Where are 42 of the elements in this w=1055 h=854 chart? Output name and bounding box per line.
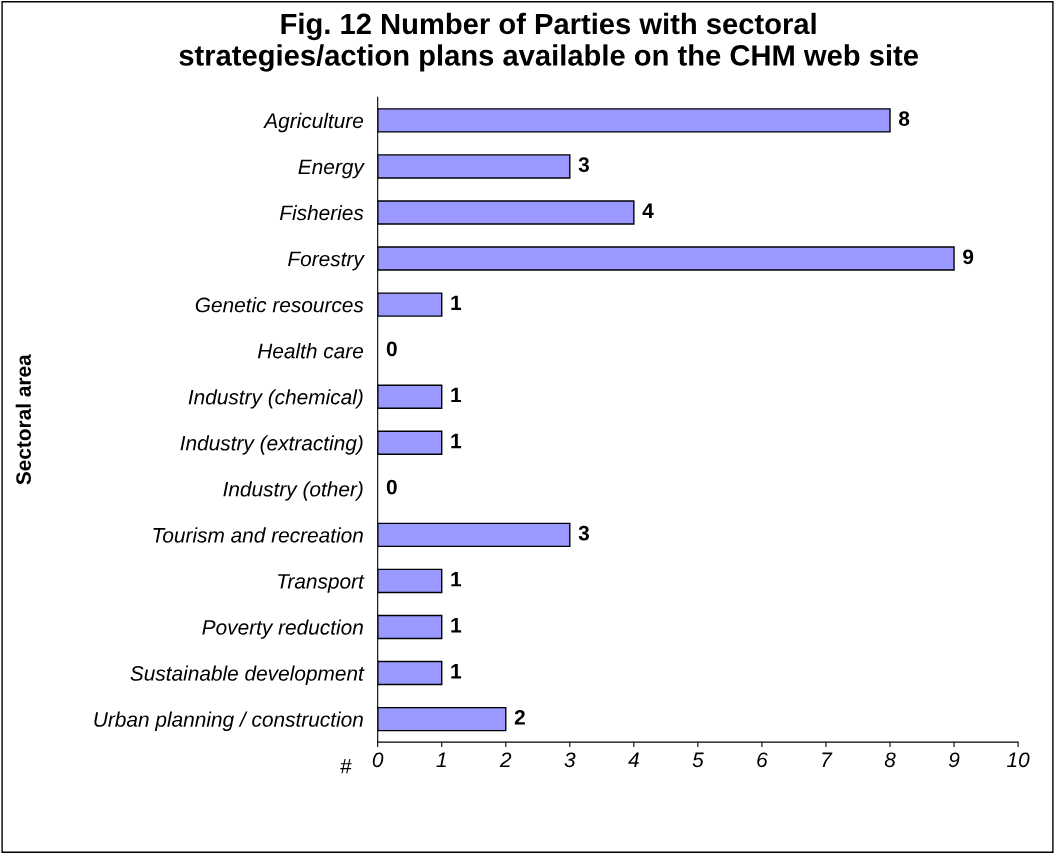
data-label: 1 <box>451 433 462 449</box>
y-tick-label: Fisheries <box>279 204 364 221</box>
data-label: 8 <box>898 111 910 126</box>
y-tick-label: Transport <box>278 574 365 593</box>
x-tick-label: 9 <box>948 752 960 768</box>
data-label: 3 <box>578 525 589 541</box>
y-tick-label: Forestry <box>288 251 365 271</box>
y-tick-label: Industry (chemical) <box>188 389 363 409</box>
x-axis-title: # <box>340 759 352 774</box>
chart-title: Fig. 12 Number of Parties with sectoral strategies/action plans available on the CHM web site <box>179 12 918 72</box>
y-tick-label: Genetic resources <box>195 297 364 313</box>
x-tick-label: 7 <box>822 752 833 767</box>
x-tick-label: 1 <box>436 752 446 767</box>
data-label: 2 <box>514 709 525 725</box>
x-tick-label: 0 <box>372 752 384 768</box>
x-tick-label: 10 <box>1007 752 1030 768</box>
x-tick-label: 8 <box>884 752 896 768</box>
x-tick-label: 3 <box>564 752 576 768</box>
y-tick-label: Industry (other) <box>223 481 363 501</box>
data-label: 1 <box>451 664 462 679</box>
y-tick-label: Urban planning / construction <box>94 711 363 731</box>
y-tick-label: Tourism and recreation <box>153 527 363 543</box>
x-tick-label: 2 <box>499 752 512 767</box>
data-label: 0 <box>386 479 397 495</box>
x-tick-label: 5 <box>692 752 704 768</box>
data-label: 1 <box>451 571 462 587</box>
data-label: 9 <box>963 249 974 265</box>
y-tick-label: Energy <box>298 159 365 179</box>
data-label: 3 <box>578 157 589 173</box>
x-tick-label: 6 <box>757 752 768 768</box>
y-tick-label: Agriculture <box>263 112 364 133</box>
y-tick-label: Sustainable development <box>130 665 365 685</box>
x-tick-label: 4 <box>628 752 639 767</box>
data-label: 0 <box>386 341 397 357</box>
data-label: 1 <box>451 387 462 403</box>
y-tick-label: Industry (extracting) <box>180 435 363 455</box>
y-axis-title: Sectoral area <box>15 354 31 485</box>
data-label: 4 <box>642 203 654 218</box>
data-label: 1 <box>451 618 462 633</box>
y-tick-label: Poverty reduction <box>202 619 363 639</box>
data-label: 1 <box>451 295 462 310</box>
y-tick-label: Health care <box>257 343 364 359</box>
